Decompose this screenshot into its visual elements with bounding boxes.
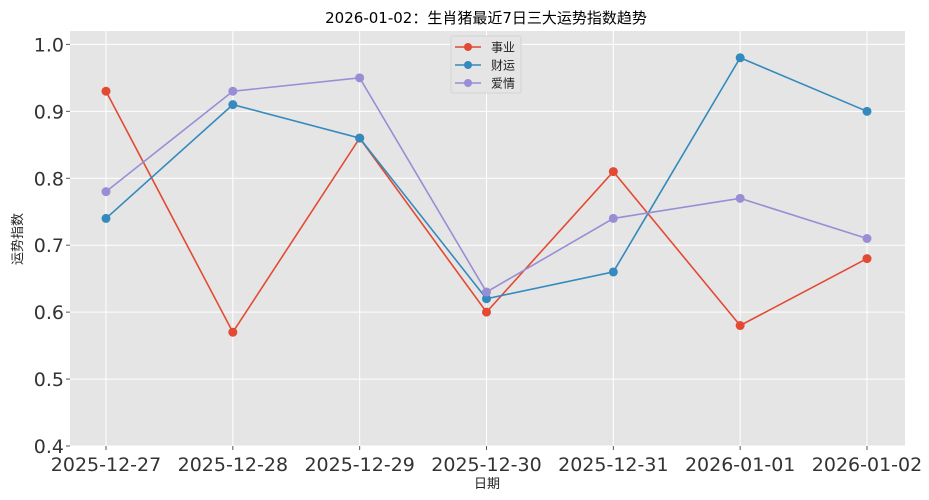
data-point	[228, 327, 238, 337]
data-point	[355, 133, 365, 143]
legend-label: 事业	[491, 41, 515, 55]
x-tick-label: 2026-01-01	[685, 454, 795, 476]
data-point	[862, 234, 872, 243]
data-point	[228, 100, 238, 110]
legend-label: 爱情	[491, 77, 515, 91]
data-point	[482, 287, 491, 297]
y-tick-labels: 0.4 0.5 0.6 0.7 0.8 0.9 1.0	[34, 34, 64, 458]
y-tick-label: 0.9	[34, 101, 64, 123]
x-tick-label: 2025-12-31	[558, 454, 668, 476]
legend-marker	[464, 61, 472, 69]
data-point	[608, 267, 618, 277]
x-tick-label: 2025-12-29	[304, 454, 414, 476]
legend-marker	[464, 79, 472, 87]
y-tick-label: 1.0	[34, 34, 64, 56]
x-tick-label: 2025-12-27	[51, 454, 161, 476]
y-tick-label: 0.5	[34, 369, 64, 391]
x-tick-label: 2025-12-28	[178, 454, 288, 476]
data-point	[101, 213, 111, 223]
data-point	[101, 187, 111, 197]
data-point	[482, 294, 491, 304]
data-point	[862, 106, 872, 116]
plot-area	[70, 31, 905, 446]
data-point	[862, 254, 872, 264]
grid	[66, 31, 905, 450]
legend-label: 财运	[491, 59, 515, 73]
data-point	[735, 193, 745, 203]
data-point	[482, 307, 491, 317]
x-tick-label: 2026-01-02	[812, 454, 922, 476]
series-points	[101, 53, 872, 337]
x-axis-label: 日期	[474, 477, 500, 492]
y-tick-label: 0.8	[34, 168, 64, 190]
chart-title: 2026-01-02：生肖猪最近7日三大运势指数趋势	[325, 9, 647, 27]
legend-marker	[464, 43, 472, 51]
data-point	[608, 167, 618, 177]
data-point	[735, 53, 745, 63]
y-tick-label: 0.6	[34, 302, 64, 324]
y-tick-label: 0.4	[34, 436, 64, 458]
y-axis-label: 运势指数	[10, 213, 26, 265]
y-tick-label: 0.7	[34, 235, 64, 257]
data-point	[735, 321, 745, 331]
data-point	[355, 73, 365, 83]
data-point	[101, 86, 111, 96]
data-point	[228, 86, 238, 96]
x-tick-label: 2025-12-30	[431, 454, 541, 476]
data-point	[608, 213, 618, 223]
x-tick-labels: 2025-12-27 2025-12-28 2025-12-29 2025-12-30…	[51, 454, 922, 476]
